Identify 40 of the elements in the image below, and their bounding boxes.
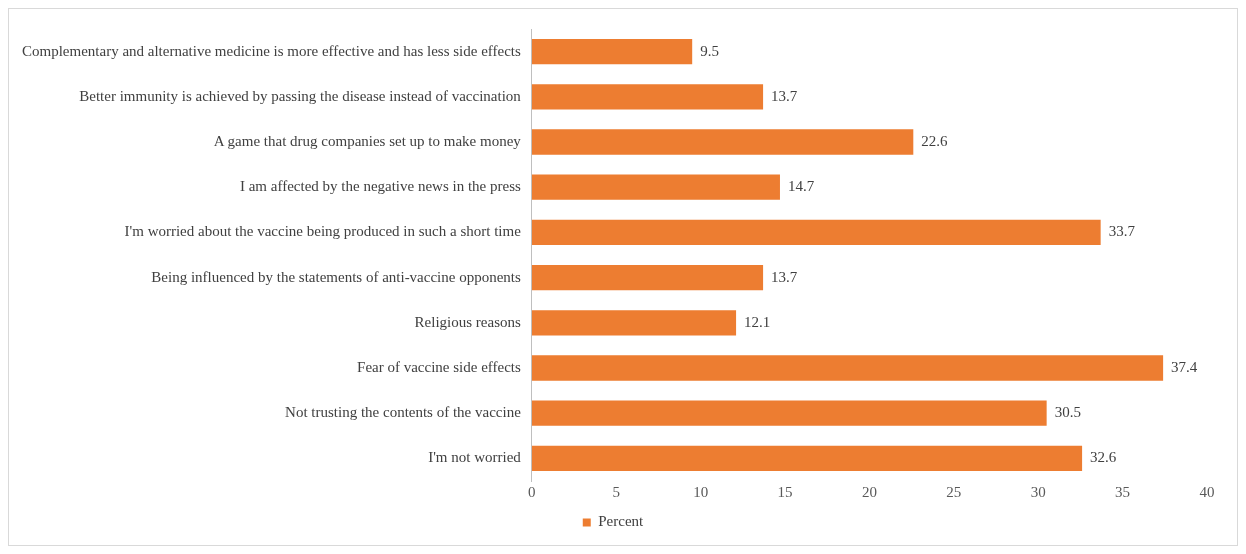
data-label: 13.7 bbox=[771, 87, 798, 104]
data-label: 9.5 bbox=[700, 42, 719, 59]
y-tick-label: Not trusting the contents of the vaccine bbox=[285, 404, 522, 421]
x-tick-label: 10 bbox=[693, 483, 709, 500]
data-label: 37.4 bbox=[1171, 358, 1198, 375]
y-tick-label: A game that drug companies set up to make money bbox=[213, 132, 522, 149]
x-tick-label: 30 bbox=[1030, 483, 1046, 500]
x-tick-label: 25 bbox=[946, 483, 962, 500]
y-tick-label: Being influenced by the statements of anti-vaccine opponents bbox=[151, 268, 521, 285]
data-label: 33.7 bbox=[1108, 223, 1136, 240]
bar bbox=[531, 355, 1164, 381]
y-tick-label: Better immunity is achieved by passing the disease instead of vaccination bbox=[79, 87, 522, 104]
bar bbox=[531, 129, 914, 155]
bar bbox=[531, 174, 780, 200]
y-tick-label: I'm worried about the vaccine being produced in such a short time bbox=[124, 223, 522, 240]
x-tick-label: 15 bbox=[777, 483, 793, 500]
y-tick-label: Complementary and alternative medicine is more effective and has less side effects bbox=[21, 42, 521, 59]
data-label: 30.5 bbox=[1054, 404, 1081, 421]
bar bbox=[531, 445, 1083, 472]
y-tick-label: I am affected by the negative news in the press bbox=[239, 178, 521, 195]
data-label: 12.1 bbox=[744, 313, 771, 330]
x-tick-label: 0 bbox=[528, 483, 536, 500]
y-tick-label: I'm not worried bbox=[428, 449, 522, 466]
bar bbox=[531, 219, 1101, 246]
data-label: 13.7 bbox=[771, 268, 798, 285]
bar bbox=[531, 38, 693, 65]
bar bbox=[531, 84, 764, 110]
x-tick-label: 40 bbox=[1199, 483, 1215, 500]
y-tick-label: Fear of vaccine side effects bbox=[357, 358, 521, 375]
data-label: 32.6 bbox=[1090, 449, 1117, 466]
bar bbox=[531, 264, 764, 291]
y-tick-label: Religious reasons bbox=[414, 313, 521, 330]
data-label: 14.7 bbox=[787, 178, 815, 195]
bar bbox=[531, 400, 1047, 426]
data-label: 22.6 bbox=[921, 132, 949, 149]
x-tick-label: 20 bbox=[861, 483, 877, 500]
legend-label: Percent bbox=[598, 513, 645, 530]
x-tick-label: 35 bbox=[1115, 483, 1131, 500]
x-tick-label: 5 bbox=[612, 483, 620, 500]
bar bbox=[531, 310, 737, 336]
